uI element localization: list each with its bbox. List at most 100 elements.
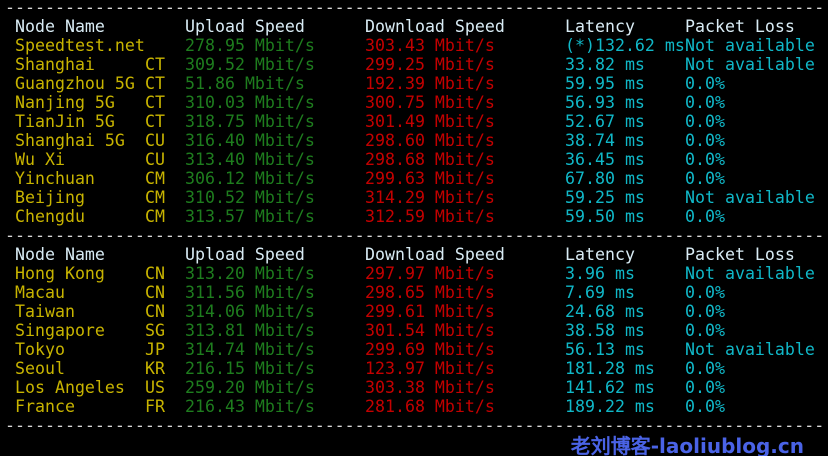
upload-speed: 310.52 Mbit/s	[185, 188, 315, 207]
download-speed: 299.69 Mbit/s	[365, 340, 495, 359]
latency: 33.82 ms	[565, 55, 645, 74]
packet-loss: 0.0%	[685, 321, 725, 340]
header-upload: Upload Speed	[185, 17, 305, 36]
latency: 36.45 ms	[565, 150, 645, 169]
download-speed: 297.97 Mbit/s	[365, 264, 495, 283]
upload-speed: 51.86 Mbit/s	[185, 74, 305, 93]
node-name: Shanghai 5G	[15, 131, 125, 150]
packet-loss: Not available	[685, 264, 815, 283]
download-speed: 303.38 Mbit/s	[365, 378, 495, 397]
packet-loss: Not available	[685, 36, 815, 55]
latency: 67.80 ms	[565, 169, 645, 188]
upload-speed: 306.12 Mbit/s	[185, 169, 315, 188]
dashed-divider: ----------------------------------------…	[5, 0, 825, 17]
latency: 59.95 ms	[565, 74, 645, 93]
upload-speed: 216.43 Mbit/s	[185, 397, 315, 416]
download-speed: 298.60 Mbit/s	[365, 131, 495, 150]
upload-speed: 313.81 Mbit/s	[185, 321, 315, 340]
upload-speed: 318.75 Mbit/s	[185, 112, 315, 131]
isp-code: CU	[145, 131, 165, 150]
isp-code: CM	[145, 188, 165, 207]
header-latency: Latency	[565, 245, 635, 264]
packet-loss: 0.0%	[685, 283, 725, 302]
packet-loss: 0.0%	[685, 131, 725, 150]
latency: 52.67 ms	[565, 112, 645, 131]
upload-speed: 311.56 Mbit/s	[185, 283, 315, 302]
latency: 24.68 ms	[565, 302, 645, 321]
packet-loss: 0.0%	[685, 207, 725, 226]
node-name: France	[15, 397, 75, 416]
dashed-divider: ----------------------------------------…	[5, 226, 825, 245]
header-loss: Packet Loss	[685, 245, 795, 264]
packet-loss: Not available	[685, 188, 815, 207]
header-download: Download Speed	[365, 245, 505, 264]
isp-code: KR	[145, 359, 165, 378]
download-speed: 298.68 Mbit/s	[365, 150, 495, 169]
node-name: Seoul	[15, 359, 65, 378]
download-speed: 303.43 Mbit/s	[365, 36, 495, 55]
isp-code: CT	[145, 55, 165, 74]
latency: 181.28 ms	[565, 359, 655, 378]
packet-loss: 0.0%	[685, 112, 725, 131]
download-speed: 192.39 Mbit/s	[365, 74, 495, 93]
header-node: Node Name	[15, 245, 105, 264]
upload-speed: 313.40 Mbit/s	[185, 150, 315, 169]
upload-speed: 309.52 Mbit/s	[185, 55, 315, 74]
watermark: 老刘博客-laoliublog.cn	[570, 434, 804, 456]
node-name: Tokyo	[15, 340, 65, 359]
isp-code: CN	[145, 283, 165, 302]
node-name: Los Angeles	[15, 378, 125, 397]
node-name: Beijing	[15, 188, 85, 207]
node-name: Chengdu	[15, 207, 85, 226]
upload-speed: 216.15 Mbit/s	[185, 359, 315, 378]
isp-code: US	[145, 378, 165, 397]
packet-loss: 0.0%	[685, 93, 725, 112]
isp-code: CT	[145, 93, 165, 112]
upload-speed: 314.06 Mbit/s	[185, 302, 315, 321]
latency: 189.22 ms	[565, 397, 655, 416]
download-speed: 299.25 Mbit/s	[365, 55, 495, 74]
node-name: Hong Kong	[15, 264, 105, 283]
latency: 38.74 ms	[565, 131, 645, 150]
packet-loss: Not available	[685, 340, 815, 359]
node-name: Wu Xi	[15, 150, 65, 169]
latency: 7.69 ms	[565, 283, 635, 302]
isp-code: CT	[145, 112, 165, 131]
upload-speed: 316.40 Mbit/s	[185, 131, 315, 150]
isp-code: FR	[145, 397, 165, 416]
packet-loss: 0.0%	[685, 397, 725, 416]
header-latency: Latency	[565, 17, 635, 36]
packet-loss: Not available	[685, 55, 815, 74]
node-name: Guangzhou 5G	[15, 74, 135, 93]
upload-speed: 259.20 Mbit/s	[185, 378, 315, 397]
isp-code: SG	[145, 321, 165, 340]
upload-speed: 310.03 Mbit/s	[185, 93, 315, 112]
latency: 141.62 ms	[565, 378, 655, 397]
latency: 3.96 ms	[565, 264, 635, 283]
node-name: Speedtest.net	[15, 36, 145, 55]
download-speed: 123.97 Mbit/s	[365, 359, 495, 378]
node-name: Taiwan	[15, 302, 75, 321]
dashed-divider: ----------------------------------------…	[5, 416, 825, 435]
latency: 56.13 ms	[565, 340, 645, 359]
latency: 38.58 ms	[565, 321, 645, 340]
packet-loss: 0.0%	[685, 150, 725, 169]
header-loss: Packet Loss	[685, 17, 795, 36]
header-download: Download Speed	[365, 17, 505, 36]
download-speed: 300.75 Mbit/s	[365, 93, 495, 112]
download-speed: 314.29 Mbit/s	[365, 188, 495, 207]
latency: 59.25 ms	[565, 188, 645, 207]
upload-speed: 278.95 Mbit/s	[185, 36, 315, 55]
upload-speed: 313.57 Mbit/s	[185, 207, 315, 226]
download-speed: 299.63 Mbit/s	[365, 169, 495, 188]
download-speed: 298.65 Mbit/s	[365, 283, 495, 302]
packet-loss: 0.0%	[685, 302, 725, 321]
node-name: Macau	[15, 283, 65, 302]
isp-code: CM	[145, 207, 165, 226]
latency: 56.93 ms	[565, 93, 645, 112]
isp-code: CN	[145, 302, 165, 321]
packet-loss: 0.0%	[685, 378, 725, 397]
header-upload: Upload Speed	[185, 245, 305, 264]
download-speed: 312.59 Mbit/s	[365, 207, 495, 226]
latency: 59.50 ms	[565, 207, 645, 226]
